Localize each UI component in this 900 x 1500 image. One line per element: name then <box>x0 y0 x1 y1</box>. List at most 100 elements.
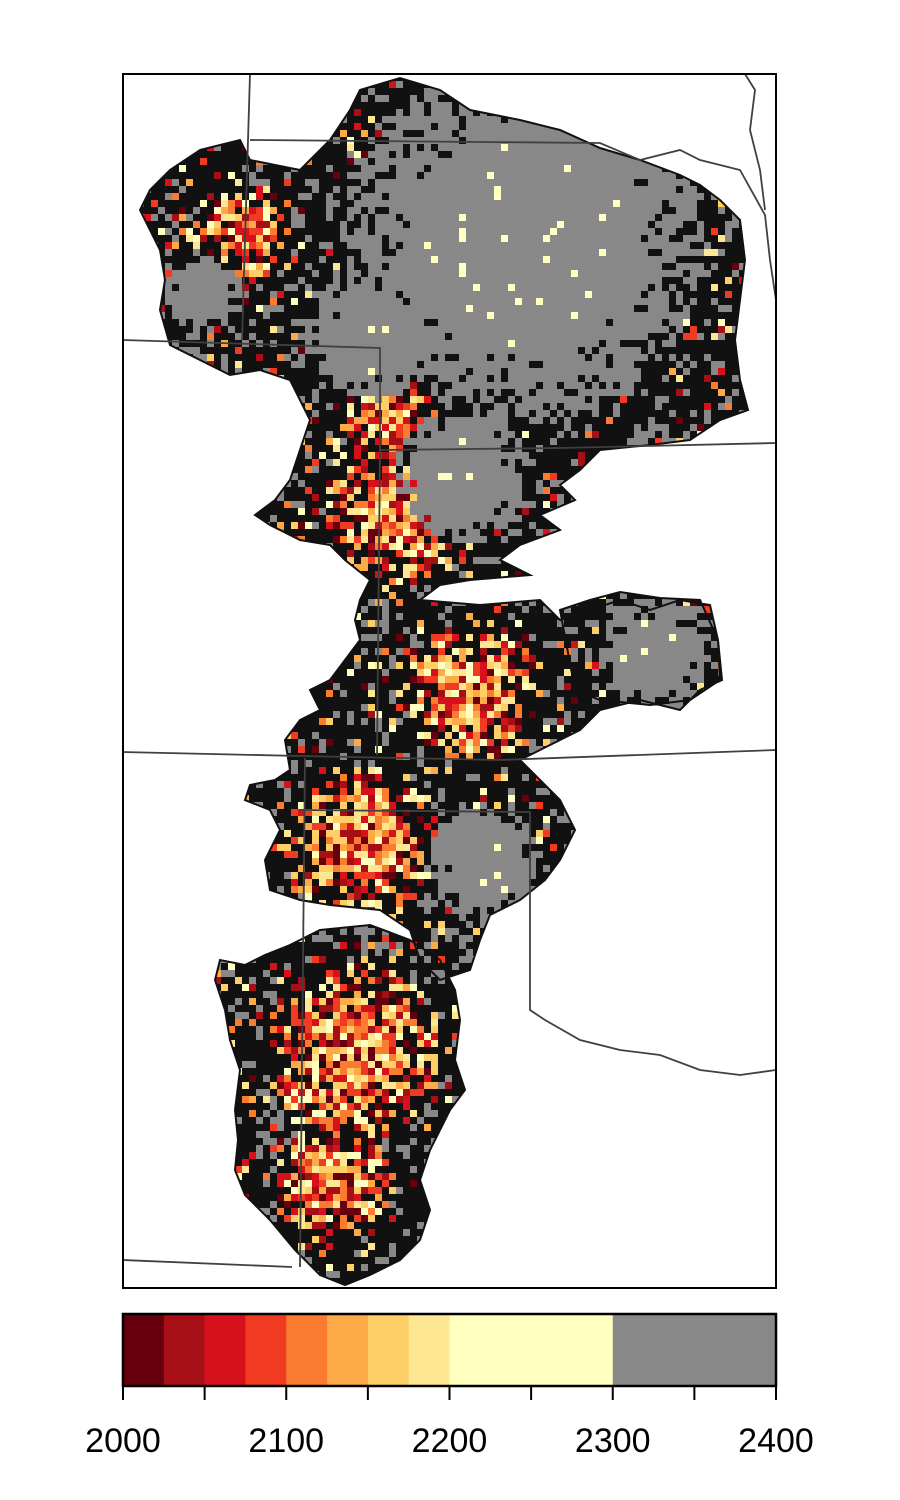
raster-cell <box>536 179 543 186</box>
raster-cell <box>697 193 704 200</box>
raster-cell <box>683 683 690 690</box>
raster-cell <box>529 634 536 641</box>
raster-cell <box>592 410 599 417</box>
raster-cell <box>508 732 515 739</box>
raster-cell <box>277 326 284 333</box>
raster-cell <box>480 515 487 522</box>
raster-cell <box>396 249 403 256</box>
raster-cell <box>354 284 361 291</box>
raster-cell <box>536 403 543 410</box>
raster-cell <box>186 214 193 221</box>
raster-cell <box>557 221 564 228</box>
raster-cell <box>550 256 557 263</box>
raster-cell <box>200 228 207 235</box>
raster-cell <box>214 228 221 235</box>
raster-cell <box>571 410 578 417</box>
raster-cell <box>375 151 382 158</box>
raster-cell <box>522 368 529 375</box>
raster-cell <box>494 816 501 823</box>
raster-cell <box>284 179 291 186</box>
raster-cell <box>515 193 522 200</box>
raster-cell <box>480 459 487 466</box>
raster-cell <box>263 214 270 221</box>
raster-cell <box>662 179 669 186</box>
raster-cell <box>480 214 487 221</box>
raster-cell <box>466 522 473 529</box>
raster-cell <box>368 235 375 242</box>
raster-cell <box>648 291 655 298</box>
raster-cell <box>571 375 578 382</box>
raster-cell <box>648 186 655 193</box>
raster-cell <box>711 333 718 340</box>
raster-cell <box>200 263 207 270</box>
raster-cell <box>445 543 452 550</box>
raster-cell <box>235 291 242 298</box>
raster-cell <box>564 711 571 718</box>
raster-cell <box>410 557 417 564</box>
raster-cell <box>347 550 354 557</box>
raster-cell <box>382 319 389 326</box>
raster-cell <box>480 221 487 228</box>
raster-cell <box>347 158 354 165</box>
raster-cell <box>361 522 368 529</box>
raster-cell <box>207 277 214 284</box>
raster-cell <box>543 284 550 291</box>
raster-cell <box>501 193 508 200</box>
raster-cell <box>473 242 480 249</box>
raster-cell <box>396 228 403 235</box>
raster-cell <box>585 207 592 214</box>
raster-cell <box>424 487 431 494</box>
raster-cell <box>424 291 431 298</box>
raster-cell <box>417 753 424 760</box>
raster-cell <box>571 221 578 228</box>
raster-cell <box>298 508 305 515</box>
raster-cell <box>669 410 676 417</box>
raster-cell <box>501 424 508 431</box>
raster-cell <box>382 620 389 627</box>
raster-cell <box>368 802 375 809</box>
raster-cell <box>480 312 487 319</box>
raster-cell <box>403 515 410 522</box>
raster-cell <box>235 228 242 235</box>
raster-cell <box>361 249 368 256</box>
raster-cell <box>382 354 389 361</box>
raster-cell <box>438 214 445 221</box>
raster-cell <box>382 256 389 263</box>
raster-cell <box>648 200 655 207</box>
raster-cell <box>634 683 641 690</box>
raster-cell <box>564 816 571 823</box>
raster-cell <box>326 193 333 200</box>
raster-cell <box>438 515 445 522</box>
raster-cell <box>480 424 487 431</box>
raster-cell <box>396 515 403 522</box>
raster-cell <box>494 697 501 704</box>
raster-cell <box>452 452 459 459</box>
raster-cell <box>417 151 424 158</box>
raster-cell <box>347 473 354 480</box>
raster-cell <box>375 718 382 725</box>
raster-cell <box>501 669 508 676</box>
raster-cell <box>333 809 340 816</box>
raster-cell <box>312 179 319 186</box>
raster-cell <box>403 788 410 795</box>
raster-cell <box>312 270 319 277</box>
raster-cell <box>564 207 571 214</box>
raster-cell <box>424 438 431 445</box>
raster-cell <box>690 193 697 200</box>
raster-cell <box>620 389 627 396</box>
raster-cell <box>501 235 508 242</box>
raster-cell <box>592 158 599 165</box>
raster-cell <box>410 312 417 319</box>
raster-cell <box>571 627 578 634</box>
raster-cell <box>305 522 312 529</box>
raster-cell <box>487 284 494 291</box>
raster-cell <box>620 361 627 368</box>
raster-cell <box>319 823 326 830</box>
raster-cell <box>410 543 417 550</box>
raster-cell <box>410 774 417 781</box>
raster-cell <box>606 683 613 690</box>
raster-cell <box>207 291 214 298</box>
raster-cell <box>480 298 487 305</box>
raster-cell <box>620 333 627 340</box>
raster-cell <box>592 207 599 214</box>
